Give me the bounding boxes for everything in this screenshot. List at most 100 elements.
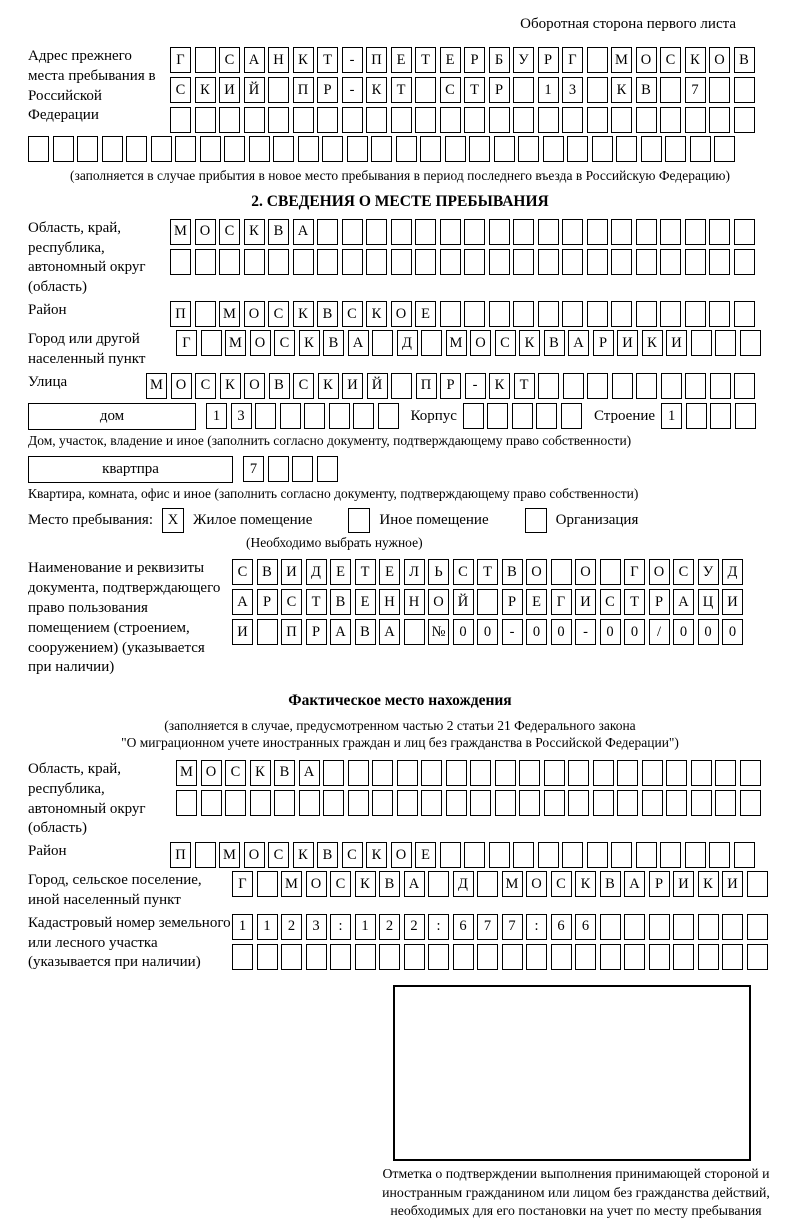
- char-box[interactable]: [690, 759, 712, 786]
- char-box[interactable]: С: [494, 330, 516, 357]
- char-box[interactable]: О: [635, 47, 657, 73]
- char-box[interactable]: С: [660, 47, 681, 73]
- char-box[interactable]: М: [176, 759, 197, 786]
- char-box[interactable]: В: [256, 559, 278, 586]
- char-box[interactable]: Е: [415, 301, 436, 328]
- char-box[interactable]: -: [464, 372, 486, 399]
- char-box[interactable]: С: [219, 47, 240, 73]
- char-box[interactable]: У: [513, 47, 534, 73]
- char-box[interactable]: [660, 372, 682, 399]
- char-box[interactable]: А: [568, 330, 589, 357]
- char-box[interactable]: Г: [232, 871, 253, 898]
- char-box[interactable]: [611, 842, 632, 869]
- char-box[interactable]: [562, 218, 583, 245]
- char-box[interactable]: Д: [305, 559, 327, 586]
- char-box[interactable]: [660, 218, 681, 245]
- char-box[interactable]: Г: [170, 47, 191, 73]
- char-box[interactable]: А: [330, 619, 351, 646]
- char-box[interactable]: [101, 136, 123, 162]
- char-box[interactable]: А: [673, 589, 694, 616]
- char-box[interactable]: [403, 943, 425, 970]
- char-box[interactable]: [587, 372, 608, 399]
- char-box[interactable]: С: [341, 301, 363, 328]
- char-box[interactable]: Е: [330, 559, 351, 586]
- char-box[interactable]: [519, 789, 540, 816]
- char-box[interactable]: [464, 248, 485, 275]
- char-box[interactable]: [488, 218, 510, 245]
- char-box[interactable]: Р: [440, 372, 461, 399]
- char-box[interactable]: [199, 136, 221, 162]
- char-box[interactable]: Б: [488, 47, 510, 73]
- char-box[interactable]: И: [666, 330, 687, 357]
- char-box[interactable]: Г: [624, 559, 645, 586]
- char-box[interactable]: С: [452, 559, 474, 586]
- char-box[interactable]: [464, 301, 485, 328]
- char-box[interactable]: Т: [317, 47, 338, 73]
- char-box[interactable]: [568, 759, 589, 786]
- char-box[interactable]: В: [635, 77, 657, 103]
- char-box[interactable]: О: [244, 372, 265, 399]
- char-box[interactable]: [477, 943, 498, 970]
- char-box[interactable]: -: [341, 77, 363, 103]
- char-box[interactable]: 0: [550, 619, 572, 646]
- char-box[interactable]: [648, 943, 670, 970]
- char-box[interactable]: [684, 301, 706, 328]
- char-box[interactable]: [599, 943, 621, 970]
- char-box[interactable]: О: [390, 842, 412, 869]
- char-box[interactable]: [684, 218, 706, 245]
- char-box[interactable]: В: [543, 330, 565, 357]
- char-box[interactable]: [599, 913, 621, 940]
- char-box[interactable]: [322, 136, 343, 162]
- char-box[interactable]: [194, 107, 216, 133]
- char-box[interactable]: 1: [206, 403, 227, 430]
- char-box[interactable]: С: [330, 871, 351, 898]
- char-box[interactable]: К: [292, 842, 314, 869]
- char-box[interactable]: С: [673, 559, 694, 586]
- char-box[interactable]: [256, 943, 278, 970]
- char-box[interactable]: Д: [452, 871, 474, 898]
- char-box[interactable]: [624, 943, 645, 970]
- char-box[interactable]: К: [292, 47, 314, 73]
- char-box[interactable]: [685, 372, 706, 399]
- char-box[interactable]: С: [341, 842, 363, 869]
- char-box[interactable]: [624, 913, 645, 940]
- char-box[interactable]: С: [268, 842, 289, 869]
- char-box[interactable]: [488, 248, 510, 275]
- char-box[interactable]: [567, 136, 588, 162]
- char-box[interactable]: [568, 789, 589, 816]
- char-box[interactable]: [665, 136, 686, 162]
- char-box[interactable]: С: [225, 759, 246, 786]
- char-box[interactable]: [709, 842, 730, 869]
- char-box[interactable]: [640, 136, 662, 162]
- char-box[interactable]: [733, 301, 755, 328]
- char-box[interactable]: [714, 136, 735, 162]
- char-box[interactable]: [537, 218, 559, 245]
- char-box[interactable]: О: [526, 871, 547, 898]
- char-box[interactable]: [722, 913, 743, 940]
- char-box[interactable]: Ц: [697, 589, 719, 616]
- char-box[interactable]: -: [341, 47, 363, 73]
- char-box[interactable]: М: [146, 372, 167, 399]
- char-box[interactable]: [739, 759, 761, 786]
- char-box[interactable]: [464, 842, 485, 869]
- char-box[interactable]: [513, 77, 534, 103]
- char-box[interactable]: [464, 218, 485, 245]
- char-box[interactable]: [538, 372, 559, 399]
- char-box[interactable]: 6: [575, 913, 596, 940]
- char-box[interactable]: М: [219, 842, 240, 869]
- char-box[interactable]: Й: [366, 372, 388, 399]
- char-box[interactable]: 1: [661, 403, 683, 430]
- char-box[interactable]: Т: [390, 77, 412, 103]
- char-box[interactable]: Р: [317, 77, 338, 103]
- char-box[interactable]: Р: [592, 330, 614, 357]
- char-box[interactable]: [341, 248, 363, 275]
- char-box[interactable]: 6: [452, 913, 474, 940]
- char-box[interactable]: [715, 330, 736, 357]
- char-box[interactable]: [470, 789, 491, 816]
- char-box[interactable]: П: [366, 47, 387, 73]
- char-box[interactable]: Р: [648, 871, 670, 898]
- char-box[interactable]: 1: [354, 913, 376, 940]
- char-box[interactable]: [513, 301, 534, 328]
- char-box[interactable]: -: [575, 619, 596, 646]
- char-box[interactable]: Й: [243, 77, 265, 103]
